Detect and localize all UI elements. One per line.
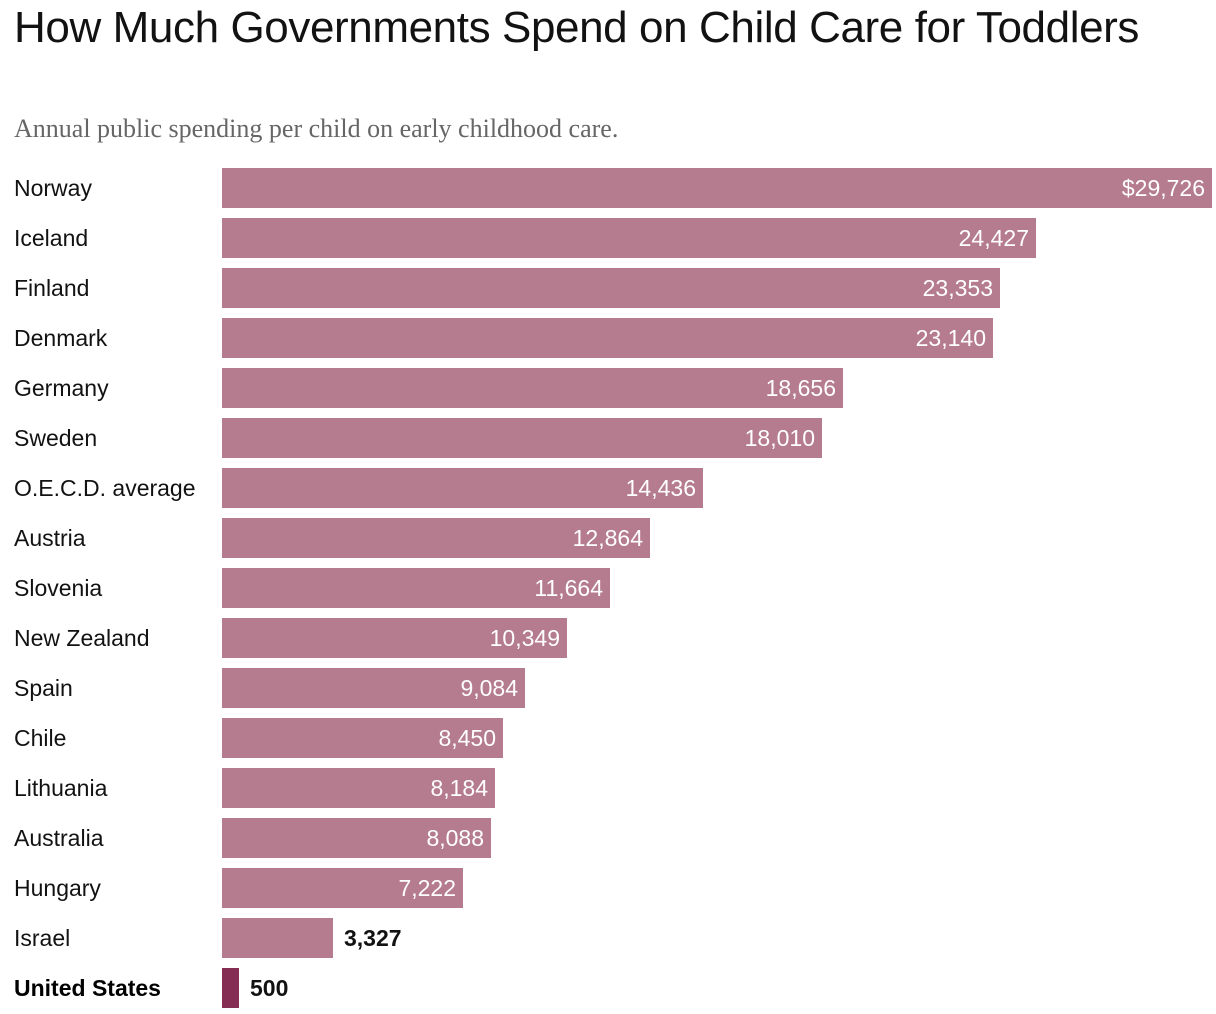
- bar-lithuania: [222, 768, 495, 808]
- category-label: Iceland: [14, 225, 88, 251]
- data-label: 3,327: [344, 925, 402, 951]
- category-label: Finland: [14, 275, 89, 301]
- category-label: Israel: [14, 925, 70, 951]
- bar-row-australia: Australia 8,088: [14, 818, 491, 858]
- bar-israel: [222, 918, 333, 958]
- bar-row-spain: Spain 9,084: [14, 668, 525, 708]
- bar-row-germany: Germany 18,656: [14, 368, 843, 408]
- bar-o-e-c-d-average: [222, 468, 703, 508]
- category-label: Norway: [14, 175, 92, 201]
- category-label: New Zealand: [14, 625, 150, 651]
- bar-iceland: [222, 218, 1036, 258]
- data-label: 8,450: [438, 725, 496, 751]
- bar-row-denmark: Denmark 23,140: [14, 318, 993, 358]
- bar-germany: [222, 368, 843, 408]
- data-label: 18,656: [766, 375, 836, 401]
- category-label: Spain: [14, 675, 73, 701]
- chart-subtitle: Annual public spending per child on earl…: [14, 114, 619, 143]
- data-label: 11,664: [534, 575, 603, 601]
- data-label: 7,222: [398, 875, 456, 901]
- data-label: 14,436: [626, 475, 696, 501]
- data-label: 24,427: [959, 225, 1029, 251]
- category-label: United States: [14, 975, 161, 1001]
- data-label: 9,084: [460, 675, 518, 701]
- category-label: Chile: [14, 725, 66, 751]
- bar-denmark: [222, 318, 993, 358]
- bar-spain: [222, 668, 525, 708]
- chart-title: How Much Governments Spend on Child Care…: [14, 3, 1139, 52]
- data-label: 8,088: [426, 825, 484, 851]
- bar-finland: [222, 268, 1000, 308]
- bar-row-slovenia: Slovenia 11,664: [14, 568, 610, 608]
- category-label: Denmark: [14, 325, 108, 351]
- category-label: Austria: [14, 525, 86, 551]
- bar-row-united-states: United States 500: [14, 968, 288, 1008]
- bar-chile: [222, 718, 503, 758]
- bar-row-chile: Chile 8,450: [14, 718, 503, 758]
- bar-austria: [222, 518, 650, 558]
- bar-norway: [222, 168, 1212, 208]
- bar-australia: [222, 818, 491, 858]
- data-label: 12,864: [573, 525, 644, 551]
- bar-new-zealand: [222, 618, 567, 658]
- category-label: Hungary: [14, 875, 101, 901]
- bar-slovenia: [222, 568, 610, 608]
- bar-row-finland: Finland 23,353: [14, 268, 1000, 308]
- data-label: 23,140: [916, 325, 986, 351]
- category-label: Sweden: [14, 425, 97, 451]
- bar-sweden: [222, 418, 822, 458]
- category-label: Germany: [14, 375, 109, 401]
- data-label: 18,010: [745, 425, 815, 451]
- bar-hungary: [222, 868, 463, 908]
- data-label: $29,726: [1122, 175, 1205, 201]
- bar-row-hungary: Hungary 7,222: [14, 868, 463, 908]
- bar-row-o-e-c-d-average: O.E.C.D. average 14,436: [14, 468, 703, 508]
- category-label: Slovenia: [14, 575, 102, 601]
- bar-united-states: [222, 968, 239, 1008]
- bar-row-austria: Austria 12,864: [14, 518, 650, 558]
- data-label: 500: [250, 975, 288, 1001]
- bar-row-sweden: Sweden 18,010: [14, 418, 822, 458]
- category-label: Lithuania: [14, 775, 108, 801]
- data-label: 23,353: [923, 275, 993, 301]
- bar-row-lithuania: Lithuania 8,184: [14, 768, 495, 808]
- bar-row-israel: Israel 3,327: [14, 918, 402, 958]
- bar-row-norway: Norway $29,726: [14, 168, 1212, 208]
- data-label: 8,184: [430, 775, 488, 801]
- data-label: 10,349: [490, 625, 560, 651]
- bar-row-new-zealand: New Zealand 10,349: [14, 618, 567, 658]
- bar-row-iceland: Iceland 24,427: [14, 218, 1036, 258]
- category-label: Australia: [14, 825, 104, 851]
- category-label: O.E.C.D. average: [14, 475, 196, 501]
